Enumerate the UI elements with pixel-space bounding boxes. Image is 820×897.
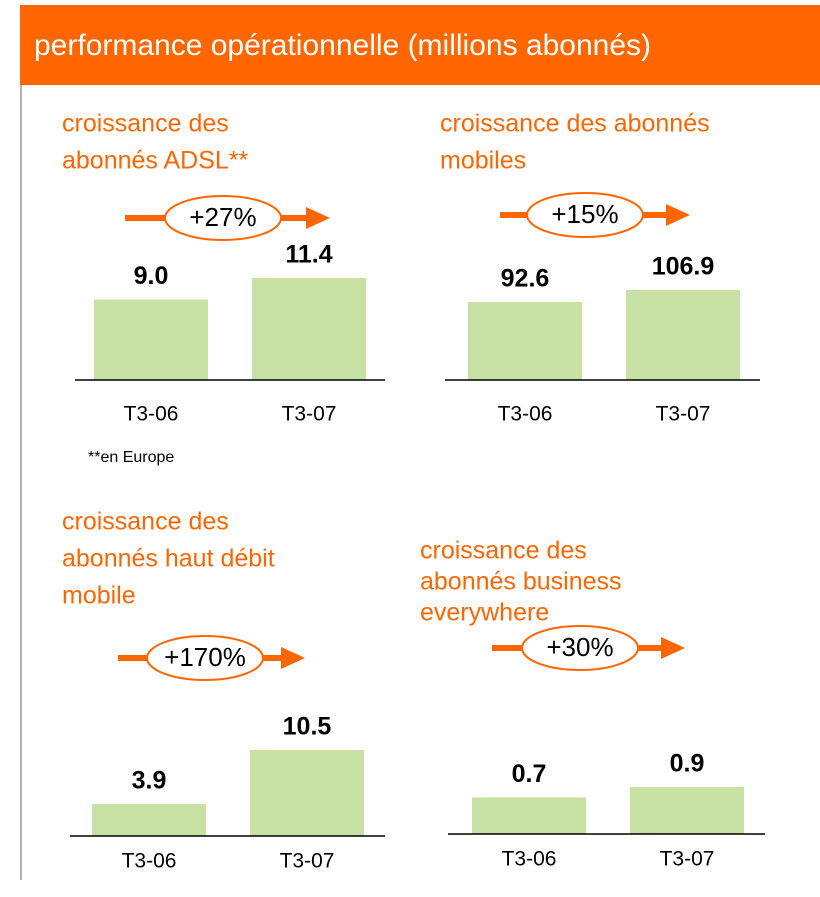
value-label: 11.4 [285, 241, 332, 269]
growth-arrow-head [666, 204, 690, 226]
bar [468, 302, 582, 380]
bar [626, 290, 740, 380]
chart-title: croissance des [62, 110, 229, 138]
chart-title: croissance des [62, 508, 229, 536]
footnote: **en Europe [88, 449, 174, 466]
chart-title: abonnés haut débit [62, 545, 275, 573]
bar [92, 804, 206, 836]
chart-title: abonnés ADSL** [62, 147, 249, 175]
chart-title: everywhere [420, 599, 549, 627]
chart-title: mobiles [440, 147, 526, 175]
value-label: 0.9 [670, 750, 705, 778]
value-label: 0.7 [512, 760, 547, 788]
bar [472, 797, 586, 834]
category-label: T3-07 [280, 850, 335, 873]
header-title: performance opérationnelle (millions abo… [34, 29, 651, 62]
bar [630, 787, 744, 834]
value-label: 106.9 [652, 253, 715, 281]
value-label: 10.5 [283, 713, 332, 741]
growth-badge [164, 195, 282, 241]
growth-badge [146, 635, 264, 681]
value-label: 92.6 [501, 265, 550, 293]
growth-badge [526, 192, 644, 238]
category-label: T3-06 [122, 850, 177, 873]
value-label: 3.9 [132, 767, 167, 795]
bar [252, 278, 366, 380]
growth-arrow-head [661, 637, 685, 659]
chart-title: croissance des [420, 537, 587, 565]
category-label: T3-06 [498, 403, 553, 426]
growth-label: +15% [551, 199, 618, 229]
value-label: 9.0 [134, 262, 169, 290]
category-label: T3-07 [282, 403, 337, 426]
growth-label: +30% [546, 632, 613, 662]
header-bar [20, 5, 820, 85]
growth-badge [521, 625, 639, 671]
category-label: T3-07 [660, 848, 715, 871]
growth-arrow-head [281, 647, 305, 669]
category-label: T3-06 [502, 848, 557, 871]
chart-title: abonnés business [420, 568, 622, 596]
chart-title: mobile [62, 582, 136, 610]
growth-arrow-head [306, 207, 330, 229]
bar [250, 750, 364, 836]
category-label: T3-07 [656, 403, 711, 426]
category-label: T3-06 [124, 403, 179, 426]
growth-label: +27% [189, 202, 256, 232]
growth-label: +170% [164, 642, 246, 672]
bar [94, 299, 208, 380]
chart-title: croissance des abonnés [440, 110, 710, 138]
